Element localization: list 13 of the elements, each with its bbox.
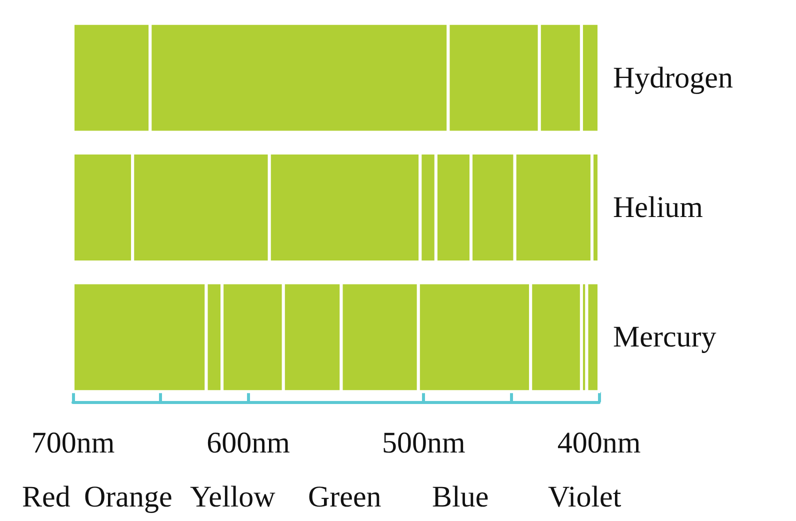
x-tick-label: 700nm [31,426,115,460]
text: Blue [432,480,489,514]
y-tick-label: Hydrogen [613,61,733,94]
text: Orange [84,480,172,514]
y-tick-label: Helium [613,191,703,224]
text: Red [22,480,70,514]
text: Yellow [190,480,276,514]
x-tick-label: 600nm [206,426,290,460]
y-tick-label: Mercury [613,320,716,354]
text: Green [308,480,382,514]
x-tick-label: 400nm [557,426,641,460]
text: Violet [548,480,622,514]
x-tick-label: 500nm [382,426,466,460]
